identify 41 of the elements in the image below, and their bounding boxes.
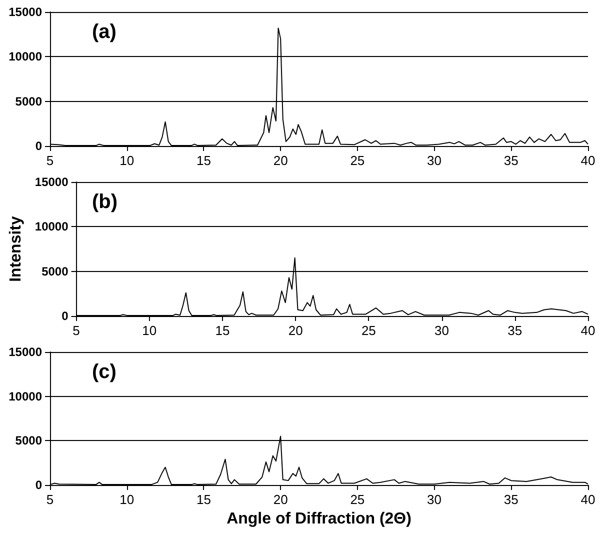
x-tick-label: 20 <box>273 153 288 168</box>
y-tick-label: 10000 <box>34 220 69 234</box>
y-tick-label: 10000 <box>8 50 42 64</box>
y-tick-label: 15000 <box>8 345 42 359</box>
x-tick-label: 5 <box>46 153 54 168</box>
x-tick-label: 15 <box>215 323 230 338</box>
x-tick-label: 35 <box>508 323 522 338</box>
x-tick-label: 5 <box>46 492 54 507</box>
x-tick-label: 25 <box>350 492 365 507</box>
x-tick-label: 15 <box>196 492 211 507</box>
y-tick-label: 5000 <box>42 264 69 278</box>
x-axis-title: Angle of Diffraction (2Θ) <box>226 510 412 528</box>
x-tick-label: 40 <box>580 153 596 168</box>
y-tick-label: 10000 <box>8 389 42 404</box>
y-tick-label: 15000 <box>34 175 69 189</box>
y-tick-label: 15000 <box>8 5 42 19</box>
x-tick-label: 10 <box>120 492 134 507</box>
x-tick-label: 10 <box>142 323 157 338</box>
annotation: (a) <box>92 21 116 43</box>
x-tick-label: 25 <box>350 153 365 168</box>
x-tick-label: 35 <box>504 153 518 168</box>
x-tick-label: 30 <box>427 492 442 507</box>
x-tick-label: 20 <box>288 323 303 338</box>
x-tick-label: 20 <box>273 492 288 507</box>
y-tick-label: 0 <box>35 478 42 492</box>
y-tick-label: 0 <box>35 139 42 153</box>
y-tick-label: 5000 <box>15 434 42 448</box>
x-tick-label: 30 <box>434 323 450 338</box>
x-tick-label: 5 <box>72 323 80 338</box>
annotation: (b) <box>92 191 118 213</box>
x-tick-label: 35 <box>504 492 518 507</box>
x-tick-label: 40 <box>580 492 596 507</box>
x-tick-label: 40 <box>580 323 596 338</box>
x-tick-label: 10 <box>120 153 134 168</box>
annotation: (c) <box>92 361 116 383</box>
y-tick-label: 0 <box>62 309 69 323</box>
y-tick-label: 5000 <box>15 94 42 108</box>
x-tick-label: 25 <box>361 323 376 338</box>
x-tick-label: 15 <box>196 153 211 168</box>
x-tick-label: 30 <box>427 153 442 168</box>
y-axis-title: Intensity <box>8 216 24 282</box>
